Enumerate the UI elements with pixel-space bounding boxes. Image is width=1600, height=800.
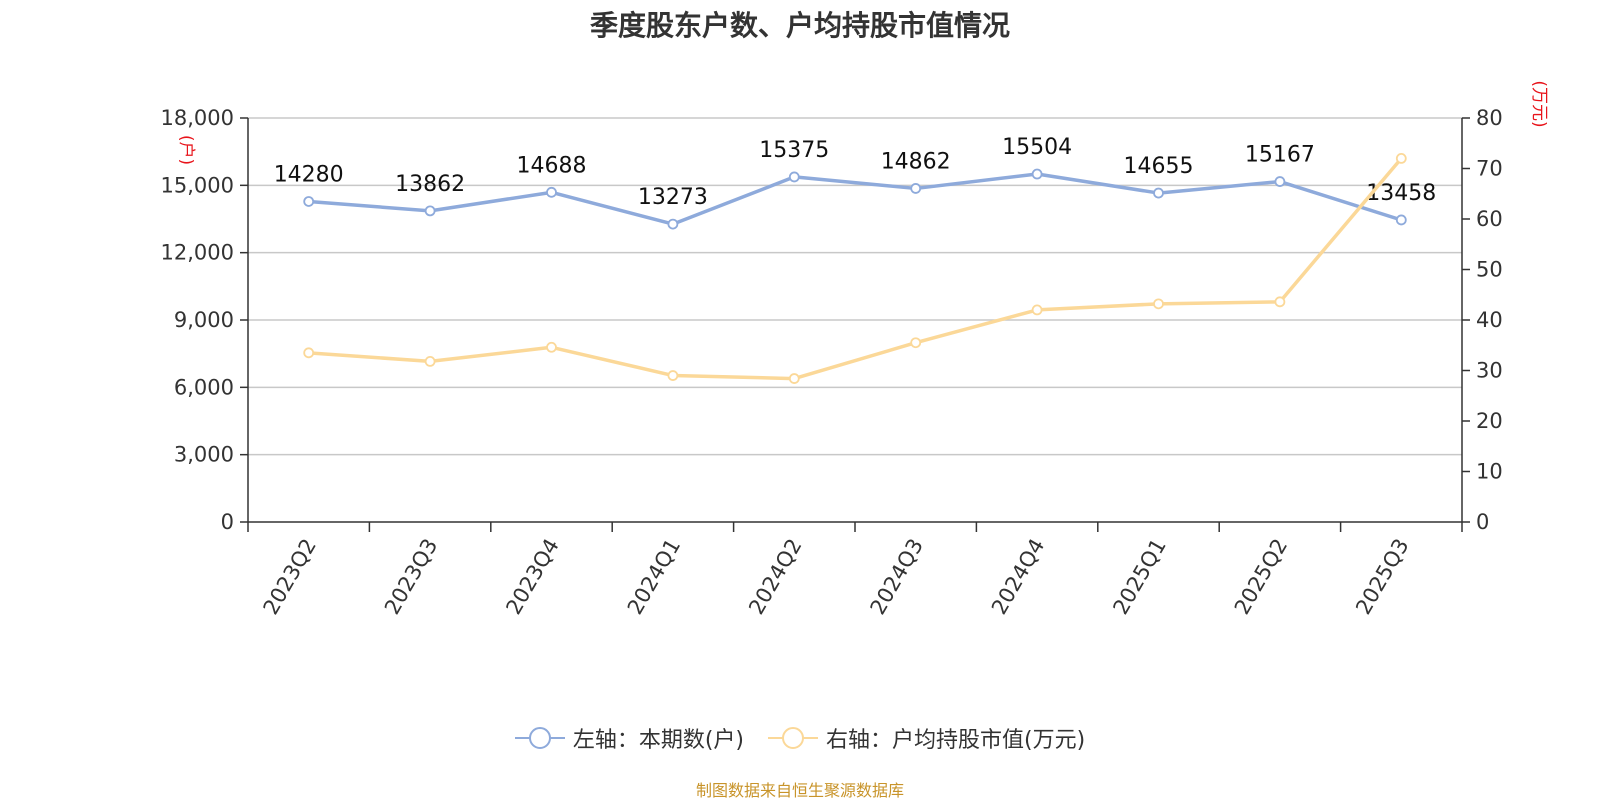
data-point[interactable]: [1153, 298, 1164, 310]
series-right-avg-value: [303, 152, 1407, 384]
x-tick-label: 2023Q4: [501, 535, 563, 619]
x-tick-label: 2025Q2: [1230, 535, 1292, 619]
legend: 左轴：本期数(户) 右轴：户均持股市值(万元): [0, 722, 1600, 754]
data-point[interactable]: [1395, 214, 1407, 226]
x-tick-label: 2024Q2: [744, 535, 806, 619]
x-tick-label: 2023Q3: [380, 535, 442, 619]
grid-lines: [248, 117, 1462, 456]
left-tick-label: 6,000: [174, 375, 234, 399]
series-left-shareholders: 14280 13862 14688 13273 15375 14862 15504 14655…: [274, 135, 1436, 230]
data-label: 13862: [395, 172, 465, 197]
data-label: 14655: [1124, 154, 1194, 179]
data-label: 15504: [1002, 135, 1072, 160]
left-tick-label: 0: [221, 510, 234, 534]
right-tick-label: 60: [1476, 207, 1503, 231]
right-tick-label: 70: [1476, 157, 1503, 181]
data-point[interactable]: [788, 171, 800, 183]
series-line: [308, 157, 1403, 381]
data-point[interactable]: [1395, 152, 1407, 164]
data-label: 15167: [1245, 143, 1315, 168]
x-tick-label: 2023Q2: [259, 535, 321, 619]
x-tick-label: 2024Q4: [987, 535, 1049, 619]
right-tick-label: 0: [1476, 510, 1489, 534]
data-point[interactable]: [1274, 176, 1286, 187]
x-tick-label: 2024Q3: [866, 535, 928, 619]
left-tick-label: 3,000: [174, 443, 234, 467]
legend-circle-icon-right: [768, 727, 818, 749]
right-axis-unit: (万元): [1529, 80, 1549, 127]
data-point[interactable]: [546, 186, 557, 198]
data-point[interactable]: [303, 196, 315, 207]
data-label: 14280: [274, 162, 344, 187]
right-tick-label: 20: [1476, 409, 1503, 433]
x-axis-ticks: 2023Q2 2023Q3 2023Q4 2024Q1 2024Q2 2024Q3 2024…: [247, 522, 1463, 619]
x-tick-label: 2025Q1: [1108, 535, 1170, 619]
right-tick-label: 50: [1476, 258, 1503, 282]
series-line: [308, 172, 1402, 226]
data-point[interactable]: [1031, 168, 1043, 180]
legend-item-left[interactable]: 左轴：本期数(户): [514, 722, 744, 754]
right-tick-label: 80: [1476, 106, 1503, 130]
data-label: 15375: [759, 138, 829, 163]
source-note: 制图数据来自恒生聚源数据库: [695, 781, 904, 800]
data-point[interactable]: [1153, 187, 1164, 199]
right-tick-label: 30: [1476, 359, 1503, 383]
chart-title: 季度股东户数、户均持股市值情况: [589, 9, 1010, 42]
left-tick-label: 9,000: [174, 308, 234, 332]
data-point[interactable]: [303, 347, 315, 359]
legend-label-left: 左轴：本期数(户): [572, 728, 744, 753]
data-point[interactable]: [667, 370, 679, 381]
left-axis-unit: (户): [176, 135, 196, 165]
right-tick-label: 40: [1476, 308, 1503, 332]
data-point[interactable]: [1274, 296, 1286, 308]
left-tick-label: 15,000: [161, 173, 234, 197]
data-point[interactable]: [910, 183, 922, 194]
data-point[interactable]: [667, 218, 679, 230]
data-label: 13273: [638, 185, 708, 210]
x-tick-label: 2025Q3: [1351, 535, 1413, 619]
series: 14280 13862 14688 13273 15375 14862 15504 14655…: [274, 135, 1436, 384]
data-label: 14862: [881, 149, 951, 174]
legend-item-right[interactable]: 右轴：户均持股市值(万元): [768, 722, 1085, 754]
x-tick-label: 2024Q1: [623, 535, 685, 619]
right-tick-label: 10: [1476, 460, 1503, 484]
left-axis-ticks: 0 3,000 6,000 9,000 12,000 15,000 18,000: [161, 106, 248, 534]
data-point[interactable]: [910, 337, 922, 349]
data-point[interactable]: [1031, 304, 1043, 316]
data-label: 14688: [517, 153, 587, 178]
left-tick-label: 12,000: [161, 241, 234, 265]
legend-circle-icon-left: [514, 727, 565, 749]
legend-label-right: 右轴：户均持股市值(万元): [826, 728, 1086, 753]
right-axis-ticks: 0 10 20 30 40 50 60 70 80: [1462, 106, 1503, 534]
data-point[interactable]: [546, 341, 557, 353]
data-point[interactable]: [424, 205, 436, 217]
data-point[interactable]: [424, 356, 436, 367]
data-point[interactable]: [788, 373, 800, 384]
left-tick-label: 18,000: [161, 106, 234, 130]
